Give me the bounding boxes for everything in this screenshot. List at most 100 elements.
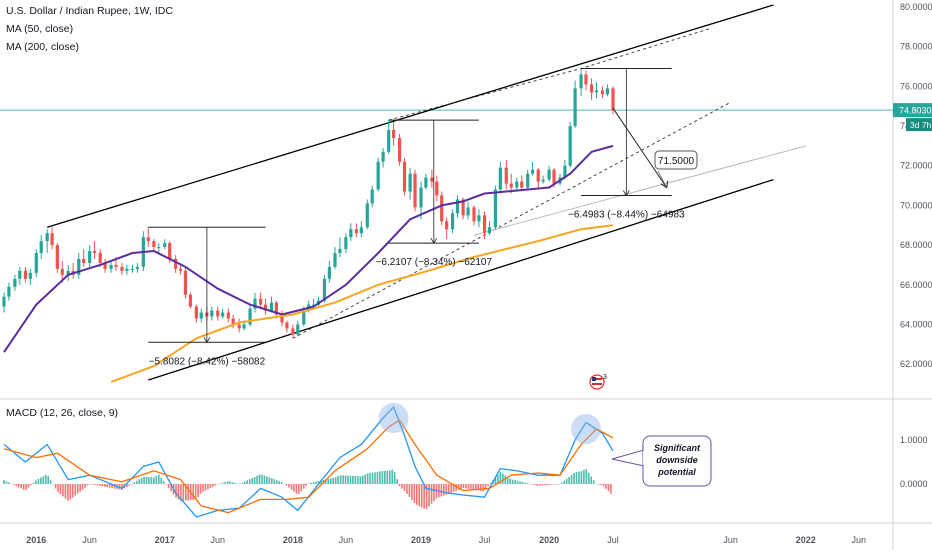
candle-body [531,169,535,174]
note-line-1: Significant [654,443,701,453]
macd-histogram-bar [430,484,433,504]
time-tick-label: 2016 [26,535,46,545]
candle-body [174,258,178,269]
macd-histogram-bar [452,484,455,492]
macd-histogram-bar [344,475,347,484]
target-callout-line [657,170,668,188]
macd-histogram-bar [54,484,57,489]
macd-histogram-bar [332,477,335,484]
macd-histogram-bar [357,476,359,484]
macd-histogram-bar [462,484,465,489]
macd-histogram-bar [538,484,541,486]
candle-body [199,312,203,319]
macd-histogram-bar [239,483,241,485]
macd-histogram-bar [64,484,67,499]
candle-body [248,308,252,325]
macd-histogram-bar [231,482,234,484]
time-tick-label: 2019 [411,535,431,545]
macd-histogram-bar [428,484,430,507]
macd-histogram-bar [140,477,143,484]
macd-histogram-bar [369,473,371,484]
macd-histogram-bar [89,484,91,485]
macd-histogram-bar [548,484,551,485]
macd-histogram-bar [514,480,516,484]
macd-histogram-bar [413,484,416,503]
macd-histogram-bar [106,484,108,488]
macd-histogram-bar [516,480,519,484]
macd-histogram-bar [359,476,362,484]
macd-histogram-bar [300,484,303,492]
macd-histogram-bar [35,480,37,484]
ma200-legend[interactable]: MA (200, close) [6,41,79,53]
macd-histogram-bar [268,477,271,484]
macd-histogram-bar [187,484,190,501]
ma50-line [3,144,614,353]
macd-histogram-bar [157,474,160,484]
macd-histogram-bar [160,477,163,484]
macd-histogram-bar [91,484,94,485]
candle-body [216,310,220,317]
macd-histogram-bar [494,477,497,484]
macd-histogram-bar [556,484,558,485]
price-tick-label: 72.0000 [900,161,932,171]
candle-body [584,74,588,85]
projection-arrow-head [660,180,669,189]
candle-body [7,286,11,297]
candle-body [263,304,268,311]
macd-histogram-bar [388,470,391,484]
macd-peak-highlight-1 [378,403,409,433]
candle-body [103,262,107,269]
macd-histogram-bar [155,475,158,484]
candle-body [135,266,139,269]
macd-histogram-bar [315,481,317,484]
candle-body [611,88,615,111]
candle-body [424,177,428,188]
macd-histogram-bar [519,481,521,484]
candle-body [23,270,28,279]
macd-histogram-bar [403,484,406,491]
macd-histogram-bar [465,484,467,489]
macd-histogram-bar [126,484,128,487]
candle-body [573,88,577,127]
candle-body [152,241,156,248]
signal-line [3,419,614,514]
macd-histogram-bar [361,475,364,484]
candle-body [125,268,129,271]
symbol-title[interactable]: U.S. Dollar / Indian Rupee, 1W, IDC [6,5,173,17]
candle-body [130,268,135,270]
ma50-legend[interactable]: MA (50, close) [6,23,74,35]
macd-histogram-bar [216,484,219,485]
candle-body [589,84,594,93]
macd-tick-label: 0.0000 [900,479,928,489]
candle-body [552,169,556,184]
macd-histogram-bar [470,484,472,490]
macd-histogram-bar [261,474,263,484]
candle-body [60,268,64,275]
macd-histogram-bar [121,484,123,490]
macd-histogram-bar [138,479,140,484]
candle-body [392,130,396,138]
macd-histogram-bar [273,479,276,484]
macd-histogram-bar [241,482,244,484]
macd-peak-highlight-2 [570,414,601,444]
macd-histogram-bar [130,483,133,485]
candle-body [258,298,263,305]
macd-legend[interactable]: MACD (12, 26, close, 9) [6,407,119,419]
macd-histogram-bar [499,472,502,484]
macd-histogram-bar [103,484,106,487]
macd-histogram-bar [25,484,27,490]
time-tick-label: Jun [82,535,97,545]
badge-count: 3 [603,374,607,381]
macd-histogram-bar [20,484,22,489]
candle-body [82,258,86,263]
time-tick-label: Jun [723,535,738,545]
macd-histogram-bar [583,469,585,484]
macd-histogram-bar [327,478,330,484]
macd-histogram-bar [71,484,74,498]
macd-histogram-bar [590,476,593,484]
last-price-tag: 74.8030 [899,106,932,116]
time-tick-label: 2017 [155,535,175,545]
macd-histogram-bar [511,479,514,484]
